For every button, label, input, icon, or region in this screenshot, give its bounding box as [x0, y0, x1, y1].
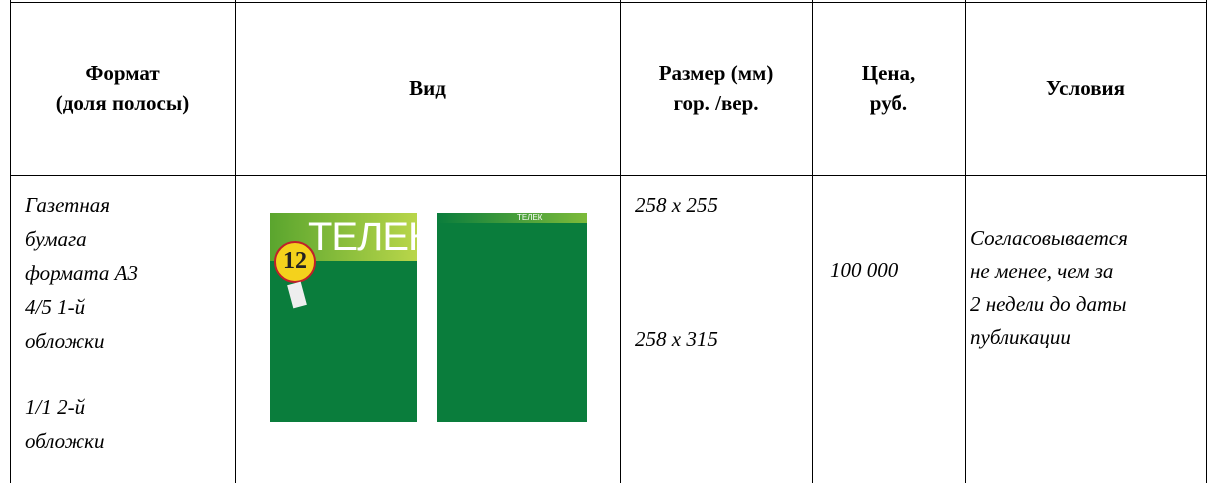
- cover-image: ТЕЛЕК: [437, 213, 587, 422]
- border: [1206, 0, 1207, 483]
- border: [10, 175, 1207, 176]
- cell-text: 2 недели до даты: [970, 288, 1128, 321]
- cell-text: публикации: [970, 321, 1128, 354]
- page: Формат (доля полосы) Вид Размер (мм) гор…: [0, 0, 1208, 483]
- header-text: руб.: [812, 88, 965, 118]
- header-text: гор. /вер.: [620, 88, 812, 118]
- cover-price: 12: [274, 241, 316, 283]
- header-cell: Размер (мм) гор. /вер.: [620, 58, 812, 118]
- border: [10, 2, 1207, 3]
- size-text: 258 х 315: [635, 322, 718, 356]
- cell-text: бумага: [25, 222, 138, 256]
- header-text: Вид: [235, 73, 620, 103]
- header-cell: Условия: [965, 73, 1206, 103]
- header-text: (доля полосы): [10, 88, 235, 118]
- conditions-cell: Согласовывается не менее, чем за 2 недел…: [970, 222, 1128, 354]
- format-cell: Газетная бумага формата А3 4/5 1-й облож…: [25, 188, 138, 358]
- cell-text: 1/1 2-й: [25, 390, 105, 424]
- header-text: Формат: [10, 58, 235, 88]
- header-cell: Формат (доля полосы): [10, 58, 235, 118]
- cell-text: 4/5 1-й: [25, 290, 138, 324]
- cover-band: [437, 213, 587, 223]
- cover-tag: [287, 282, 307, 309]
- header-cell: Вид: [235, 73, 620, 103]
- price-text: 100 000: [830, 253, 898, 287]
- cover-title: ТЕЛЕК: [308, 215, 430, 260]
- header-text: Цена,: [812, 58, 965, 88]
- cover-title: ТЕЛЕК: [517, 213, 542, 223]
- size-text: 258 х 255: [635, 188, 718, 222]
- cell-text: формата А3: [25, 256, 138, 290]
- cell-text: Согласовывается: [970, 222, 1128, 255]
- format-cell: 1/1 2-й обложки: [25, 390, 105, 458]
- cell-text: Газетная: [25, 188, 138, 222]
- cell-text: обложки: [25, 424, 105, 458]
- header-cell: Цена, руб.: [812, 58, 965, 118]
- header-text: Размер (мм): [620, 58, 812, 88]
- cell-text: не менее, чем за: [970, 255, 1128, 288]
- cover-image: ТЕЛЕК 12: [270, 213, 417, 422]
- cell-text: обложки: [25, 324, 138, 358]
- header-text: Условия: [965, 73, 1206, 103]
